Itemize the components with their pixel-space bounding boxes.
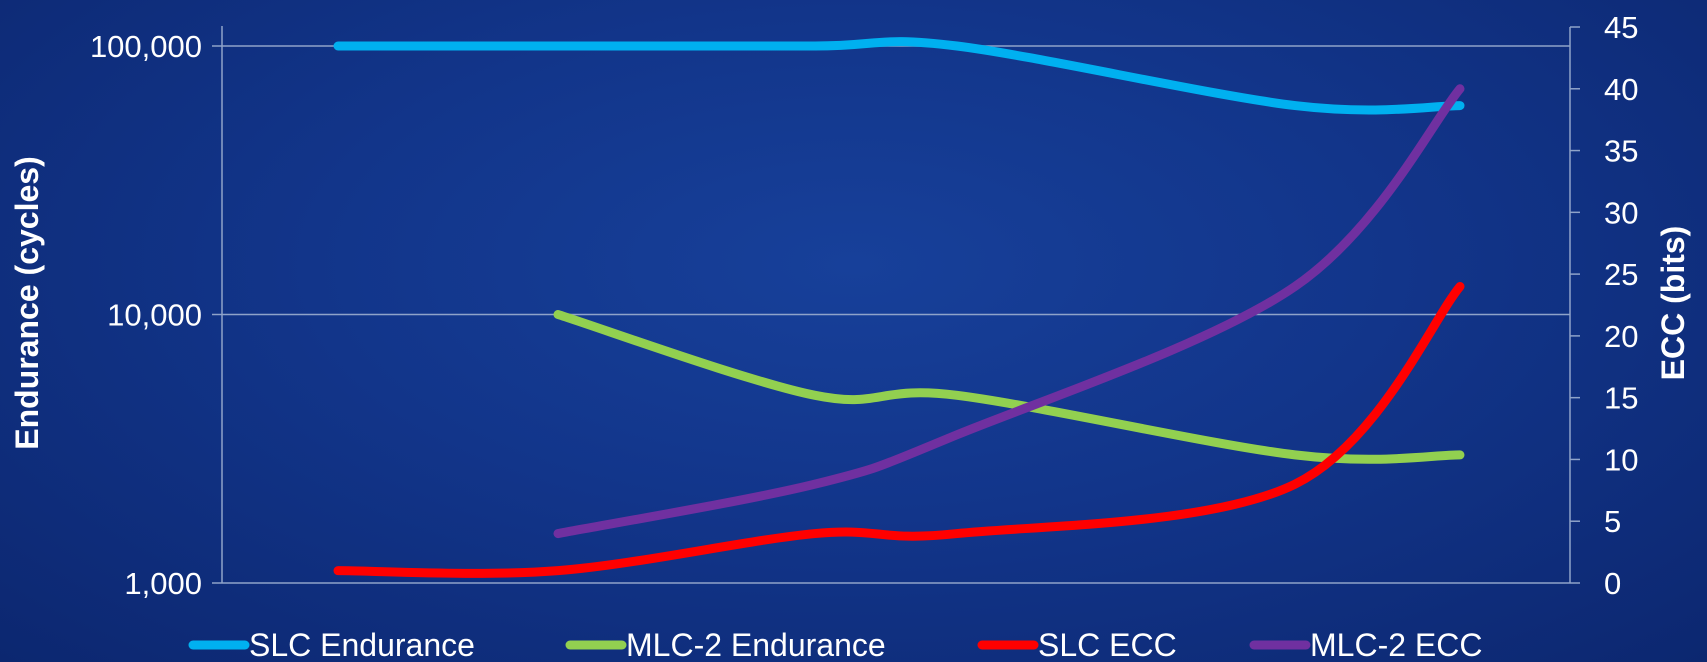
axes: [212, 26, 1580, 584]
left-tick-label: 100,000: [90, 29, 202, 64]
legend-label-mlc-2-ecc: MLC-2 ECC: [1310, 627, 1482, 662]
right-tick-label: 25: [1604, 257, 1638, 292]
series-line-mlc-2-ecc: [553, 84, 1465, 539]
right-tick-label: 5: [1604, 504, 1621, 539]
series-line-mlc-2-endurance: [553, 310, 1465, 464]
right-tick-label: 15: [1604, 381, 1638, 416]
left-axis-ticks: 1,000 10,000 100,000: [90, 29, 202, 601]
left-tick-label: 10,000: [107, 298, 202, 333]
right-tick-label: 0: [1604, 566, 1621, 601]
legend-label-slc-endurance: SLC Endurance: [249, 627, 475, 662]
right-tick-label: 45: [1604, 10, 1638, 45]
legend-label-mlc-2-endurance: MLC-2 Endurance: [626, 627, 886, 662]
series-line-slc-endurance: [333, 37, 1465, 115]
legend: SLC Endurance MLC-2 Endurance SLC ECC MLC-2…: [188, 627, 1482, 662]
legend-label-slc-ecc: SLC ECC: [1038, 627, 1177, 662]
left-tick-label: 1,000: [124, 566, 202, 601]
grid: [222, 45, 1570, 316]
right-tick-label: 10: [1604, 442, 1638, 477]
left-axis-title: Endurance (cycles): [9, 156, 45, 449]
right-tick-label: 35: [1604, 134, 1638, 169]
series-line-slc-ecc: [333, 281, 1465, 578]
right-tick-label: 30: [1604, 195, 1638, 230]
right-tick-label: 20: [1604, 319, 1638, 354]
right-axis-title: ECC (bits): [1655, 226, 1691, 381]
series-lines: [333, 37, 1465, 578]
right-tick-label: 40: [1604, 72, 1638, 107]
right-axis-ticks: 0 5 10 15 20 25 30 35 40 45: [1604, 10, 1638, 601]
